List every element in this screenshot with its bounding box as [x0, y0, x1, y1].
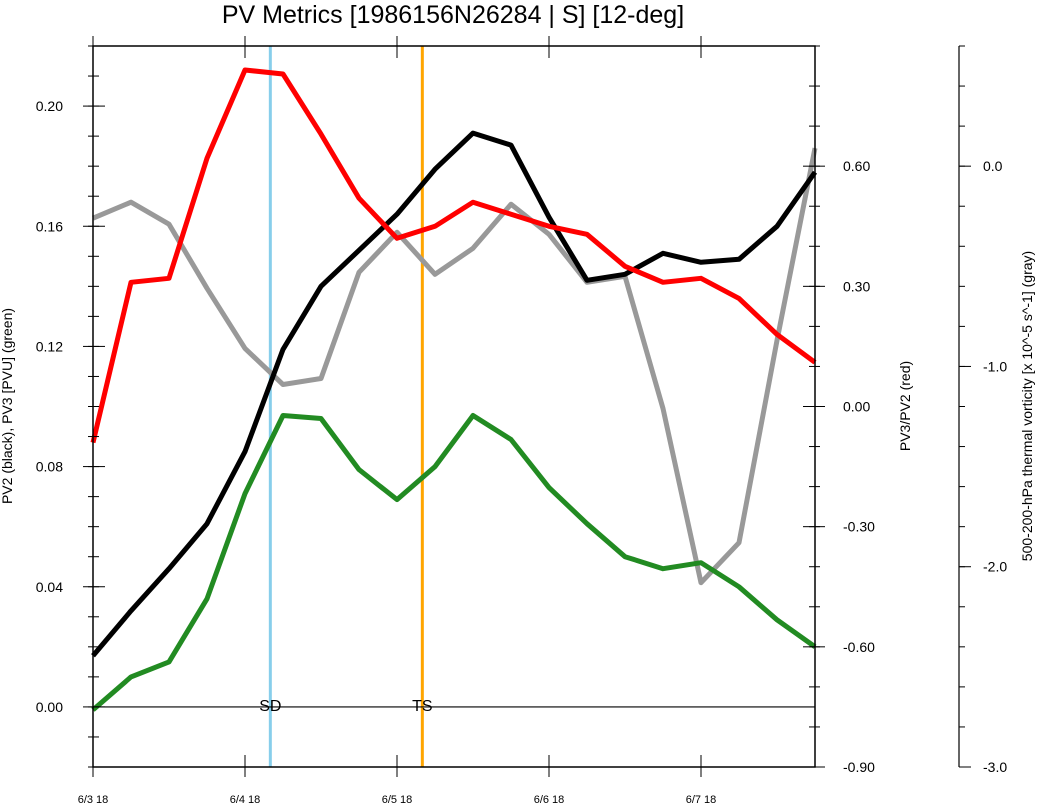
x-tick-label: 6/5 18 [382, 794, 413, 805]
left-tick-label: 0.12 [36, 338, 63, 354]
series-line-pv3 [91, 413, 817, 712]
series-line-500-200-hpa-thermal-vorticity [92, 147, 818, 586]
x-tick-label: 6/6 18 [534, 794, 565, 805]
far-right-y-axis-vorticity: -3.0 -2.0 -1.0 0.0 [958, 45, 1007, 775]
far-right-tick-label: -1.0 [983, 358, 1007, 374]
right-tick-label: 0.60 [843, 158, 870, 174]
reference-label-ts: TS [412, 698, 432, 715]
series-line-pv2 [91, 130, 818, 658]
x-tick-label: 6/3 18 [78, 794, 109, 805]
far-right-tick-label: -2.0 [983, 559, 1007, 575]
chart-title: PV Metrics [1986156N26284 | S] [12-deg] [222, 1, 684, 29]
reference-lines [268, 46, 424, 767]
left-y-axis: 0.00 0.04 0.08 0.12 0.16 0.20 [36, 45, 105, 768]
series-layer [90, 67, 818, 712]
left-tick-label: 0.04 [36, 579, 63, 595]
far-right-tick-label: -3.0 [983, 759, 1007, 775]
right-tick-label: 0.30 [843, 278, 870, 294]
right-tick-label: -0.60 [843, 639, 875, 655]
right-y-axis-ratio: -0.90 -0.60 -0.30 0.00 0.30 0.60 [803, 45, 875, 775]
x-axis: 6/3 18 6/4 18 6/5 18 6/6 18 6/7 18 [78, 36, 717, 805]
reference-line-labels: SD TS [259, 698, 432, 715]
left-tick-label: 0.08 [36, 459, 63, 475]
left-tick-label: 0.00 [36, 699, 63, 715]
right-axis-label: PV3/PV2 (red) [897, 361, 913, 451]
right-tick-label: 0.00 [843, 399, 870, 415]
left-tick-label: 0.16 [36, 218, 63, 234]
left-axis-label: PV2 (black), PV3 [PVU] (green) [0, 308, 15, 504]
x-tick-label: 6/4 18 [230, 794, 261, 805]
right-tick-label: -0.90 [843, 759, 875, 775]
far-right-tick-label: 0.0 [983, 158, 1003, 174]
x-tick-label: 6/7 18 [686, 794, 717, 805]
left-tick-label: 0.20 [36, 98, 63, 114]
series-line-pv3-pv2 [90, 67, 817, 444]
right-tick-label: -0.30 [843, 519, 875, 535]
far-right-axis-label: 500-200-hPa thermal vorticity [x 10^-5 s… [1019, 251, 1035, 561]
reference-label-sd: SD [259, 698, 281, 715]
